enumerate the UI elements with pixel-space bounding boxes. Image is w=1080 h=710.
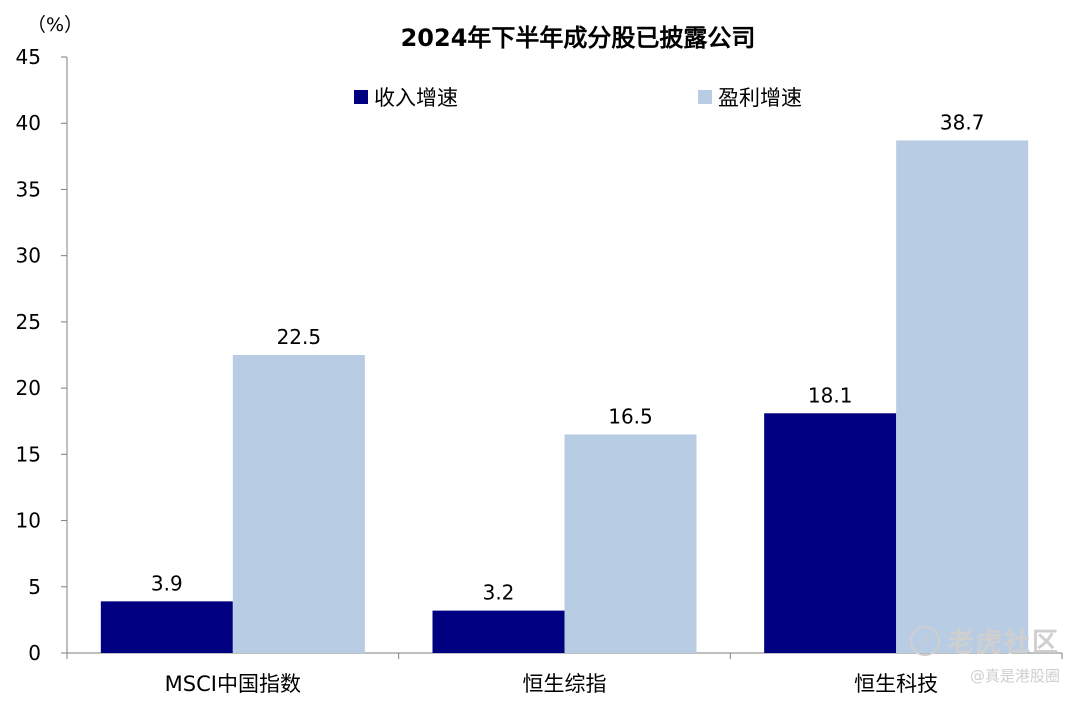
y-tick-label: 25 [16, 310, 41, 334]
data-label: 18.1 [808, 383, 853, 407]
legend-label-revenue: 收入增速 [374, 86, 458, 110]
bar [232, 355, 365, 653]
y-tick-label: 20 [16, 376, 41, 400]
y-tick-label: 30 [16, 244, 41, 268]
y-tick-label: 35 [16, 177, 41, 201]
data-label: 22.5 [277, 325, 322, 349]
watermark: ☉ 老虎社区 @真是港股圈 [909, 622, 1060, 686]
plot-area: 0 5 10 15 20 25 30 35 40 45 MSCI中国指数 3.9 22.5 恒生综指 3.2… [16, 45, 1063, 696]
data-label: 3.9 [151, 571, 183, 595]
watermark-handle: @真是港股圈 [969, 667, 1060, 685]
x-tick-label: 恒生科技 [854, 672, 938, 696]
tiger-logo-icon: ☉ [909, 625, 940, 656]
y-tick-label: 15 [16, 442, 41, 466]
legend: 收入增速 盈利增速 [354, 86, 802, 110]
y-tick-label: 40 [16, 111, 41, 135]
x-tick-label: MSCI中国指数 [165, 672, 301, 696]
legend-swatch-revenue [354, 90, 368, 104]
y-tick-label: 5 [28, 575, 41, 599]
bar [764, 413, 897, 653]
x-tick-label: 恒生综指 [523, 672, 607, 696]
data-label: 3.2 [483, 581, 515, 605]
bar [432, 610, 565, 653]
y-axis-unit-label: （%） [27, 14, 83, 36]
data-label: 38.7 [940, 110, 985, 134]
legend-swatch-profit [698, 90, 712, 104]
y-tick-label: 0 [28, 641, 41, 665]
chart-title: 2024年下半年成分股已披露公司 [401, 24, 756, 52]
bar [564, 434, 697, 653]
legend-label-profit: 盈利增速 [718, 86, 802, 110]
bar [896, 140, 1029, 653]
bar [100, 601, 233, 653]
data-label: 16.5 [608, 404, 653, 428]
y-tick-label: 45 [16, 45, 41, 69]
y-tick-label: 10 [16, 509, 41, 533]
watermark-brand: 老虎社区 [947, 628, 1060, 658]
